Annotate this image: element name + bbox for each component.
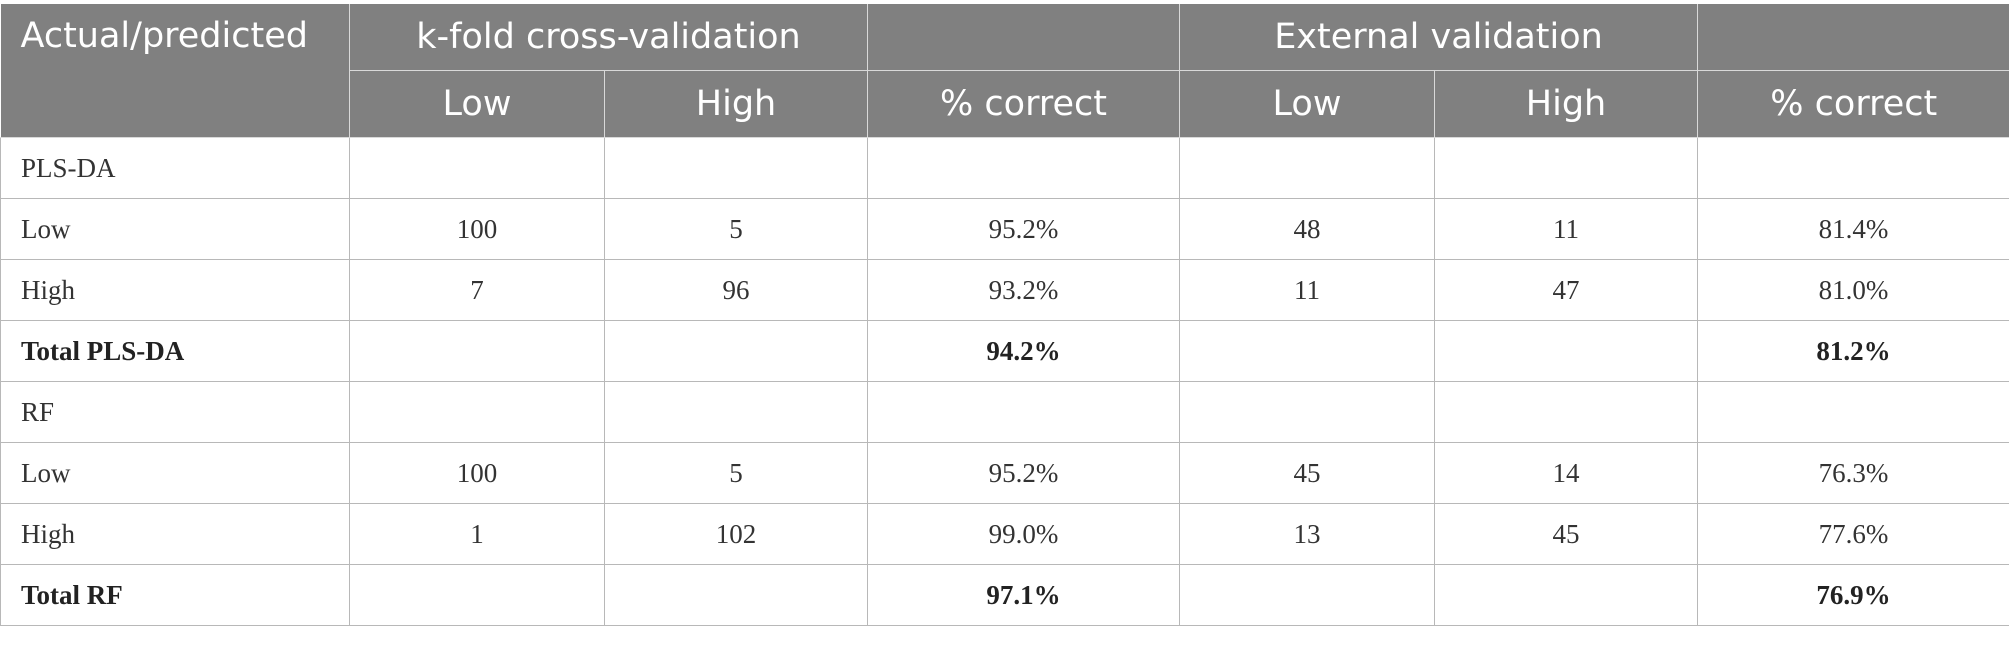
- cell-kf-pct: 93.2%: [867, 259, 1181, 321]
- cell-kf-pct: [867, 381, 1181, 443]
- table-row: High 7 96 93.2% 11 47 81.0%: [0, 259, 2009, 321]
- header-kf-pct-correct: % correct: [867, 70, 1181, 138]
- cell-kf-pct: 95.2%: [867, 198, 1181, 260]
- cell-ev-high: [1434, 381, 1699, 443]
- row-label: Total PLS-DA: [0, 320, 350, 382]
- header-ev-low: Low: [1179, 70, 1436, 138]
- table-row: PLS-DA: [0, 137, 2009, 199]
- cell-kf-pct: 95.2%: [867, 442, 1181, 504]
- row-label: Total RF: [0, 564, 350, 626]
- cell-ev-pct: 81.2%: [1697, 320, 2009, 382]
- cell-ev-high: 45: [1434, 503, 1699, 565]
- cell-kf-low: 7: [349, 259, 605, 321]
- row-label: Low: [0, 442, 350, 504]
- table-header: Actual/predicted k-fold cross-validation…: [0, 4, 2009, 138]
- row-label: High: [0, 259, 350, 321]
- cell-ev-high: 11: [1434, 198, 1699, 260]
- table-body: PLS-DA Low 100 5 95.2% 48 11 81.4% High …: [0, 137, 2009, 626]
- cell-ev-high: [1434, 564, 1699, 626]
- cell-ev-low: 11: [1179, 259, 1436, 321]
- cell-kf-low: [349, 137, 605, 199]
- row-label: Low: [0, 198, 350, 260]
- cell-ev-high: 47: [1434, 259, 1699, 321]
- header-row-columns: Low High % correct Low High % correct: [1, 70, 2009, 138]
- cell-ev-low: 13: [1179, 503, 1436, 565]
- header-empty-cell: [867, 4, 1181, 71]
- cell-ev-low: [1179, 381, 1436, 443]
- cell-ev-pct: 77.6%: [1697, 503, 2009, 565]
- cell-kf-pct: 97.1%: [867, 564, 1181, 626]
- cell-ev-high: 14: [1434, 442, 1699, 504]
- cell-kf-low: [349, 381, 605, 443]
- table-row: Low 100 5 95.2% 45 14 76.3%: [0, 442, 2009, 504]
- cell-ev-low: [1179, 564, 1436, 626]
- cell-kf-high: 5: [603, 198, 869, 260]
- cell-kf-high: [603, 137, 869, 199]
- cell-kf-high: 96: [603, 259, 869, 321]
- header-kfold-group: k-fold cross-validation: [348, 4, 869, 71]
- results-table: Actual/predicted k-fold cross-validation…: [0, 4, 2009, 626]
- cell-kf-low: 1: [349, 503, 605, 565]
- cell-ev-pct: 76.3%: [1697, 442, 2009, 504]
- cell-ev-pct: [1697, 137, 2009, 199]
- table-row: RF: [0, 381, 2009, 443]
- cell-ev-pct: [1697, 381, 2009, 443]
- header-empty-cell: [1697, 4, 2009, 71]
- cell-kf-high: [603, 381, 869, 443]
- cell-kf-high: 102: [603, 503, 869, 565]
- header-kf-high: High: [603, 70, 869, 138]
- cell-ev-low: [1179, 320, 1436, 382]
- cell-kf-pct: [867, 137, 1181, 199]
- cell-kf-pct: 99.0%: [867, 503, 1181, 565]
- header-actual-predicted: Actual/predicted: [0, 4, 350, 138]
- cell-kf-low: [349, 564, 605, 626]
- cell-ev-pct: 81.0%: [1697, 259, 2009, 321]
- table-row-total: Total RF 97.1% 76.9%: [0, 564, 2009, 626]
- header-ev-high: High: [1434, 70, 1699, 138]
- cell-kf-low: 100: [349, 198, 605, 260]
- table-row: Low 100 5 95.2% 48 11 81.4%: [0, 198, 2009, 260]
- header-kf-low: Low: [349, 70, 605, 138]
- cell-ev-low: 45: [1179, 442, 1436, 504]
- cell-ev-low: [1179, 137, 1436, 199]
- cell-kf-high: 5: [603, 442, 869, 504]
- cell-ev-low: 48: [1179, 198, 1436, 260]
- header-external-group: External validation: [1179, 4, 1699, 71]
- cell-kf-pct: 94.2%: [867, 320, 1181, 382]
- cell-kf-high: [603, 320, 869, 382]
- cell-ev-pct: 81.4%: [1697, 198, 2009, 260]
- table-row-total: Total PLS-DA 94.2% 81.2%: [0, 320, 2009, 382]
- cell-kf-high: [603, 564, 869, 626]
- header-row-groups: Actual/predicted k-fold cross-validation…: [0, 4, 2009, 138]
- cell-ev-high: [1434, 320, 1699, 382]
- row-label: High: [0, 503, 350, 565]
- cell-kf-low: 100: [349, 442, 605, 504]
- cell-kf-low: [349, 320, 605, 382]
- row-label: RF: [0, 381, 350, 443]
- header-ev-pct-correct: % correct: [1697, 70, 2009, 138]
- row-label: PLS-DA: [0, 137, 350, 199]
- cell-ev-pct: 76.9%: [1697, 564, 2009, 626]
- cell-ev-high: [1434, 137, 1699, 199]
- table-row: High 1 102 99.0% 13 45 77.6%: [0, 503, 2009, 565]
